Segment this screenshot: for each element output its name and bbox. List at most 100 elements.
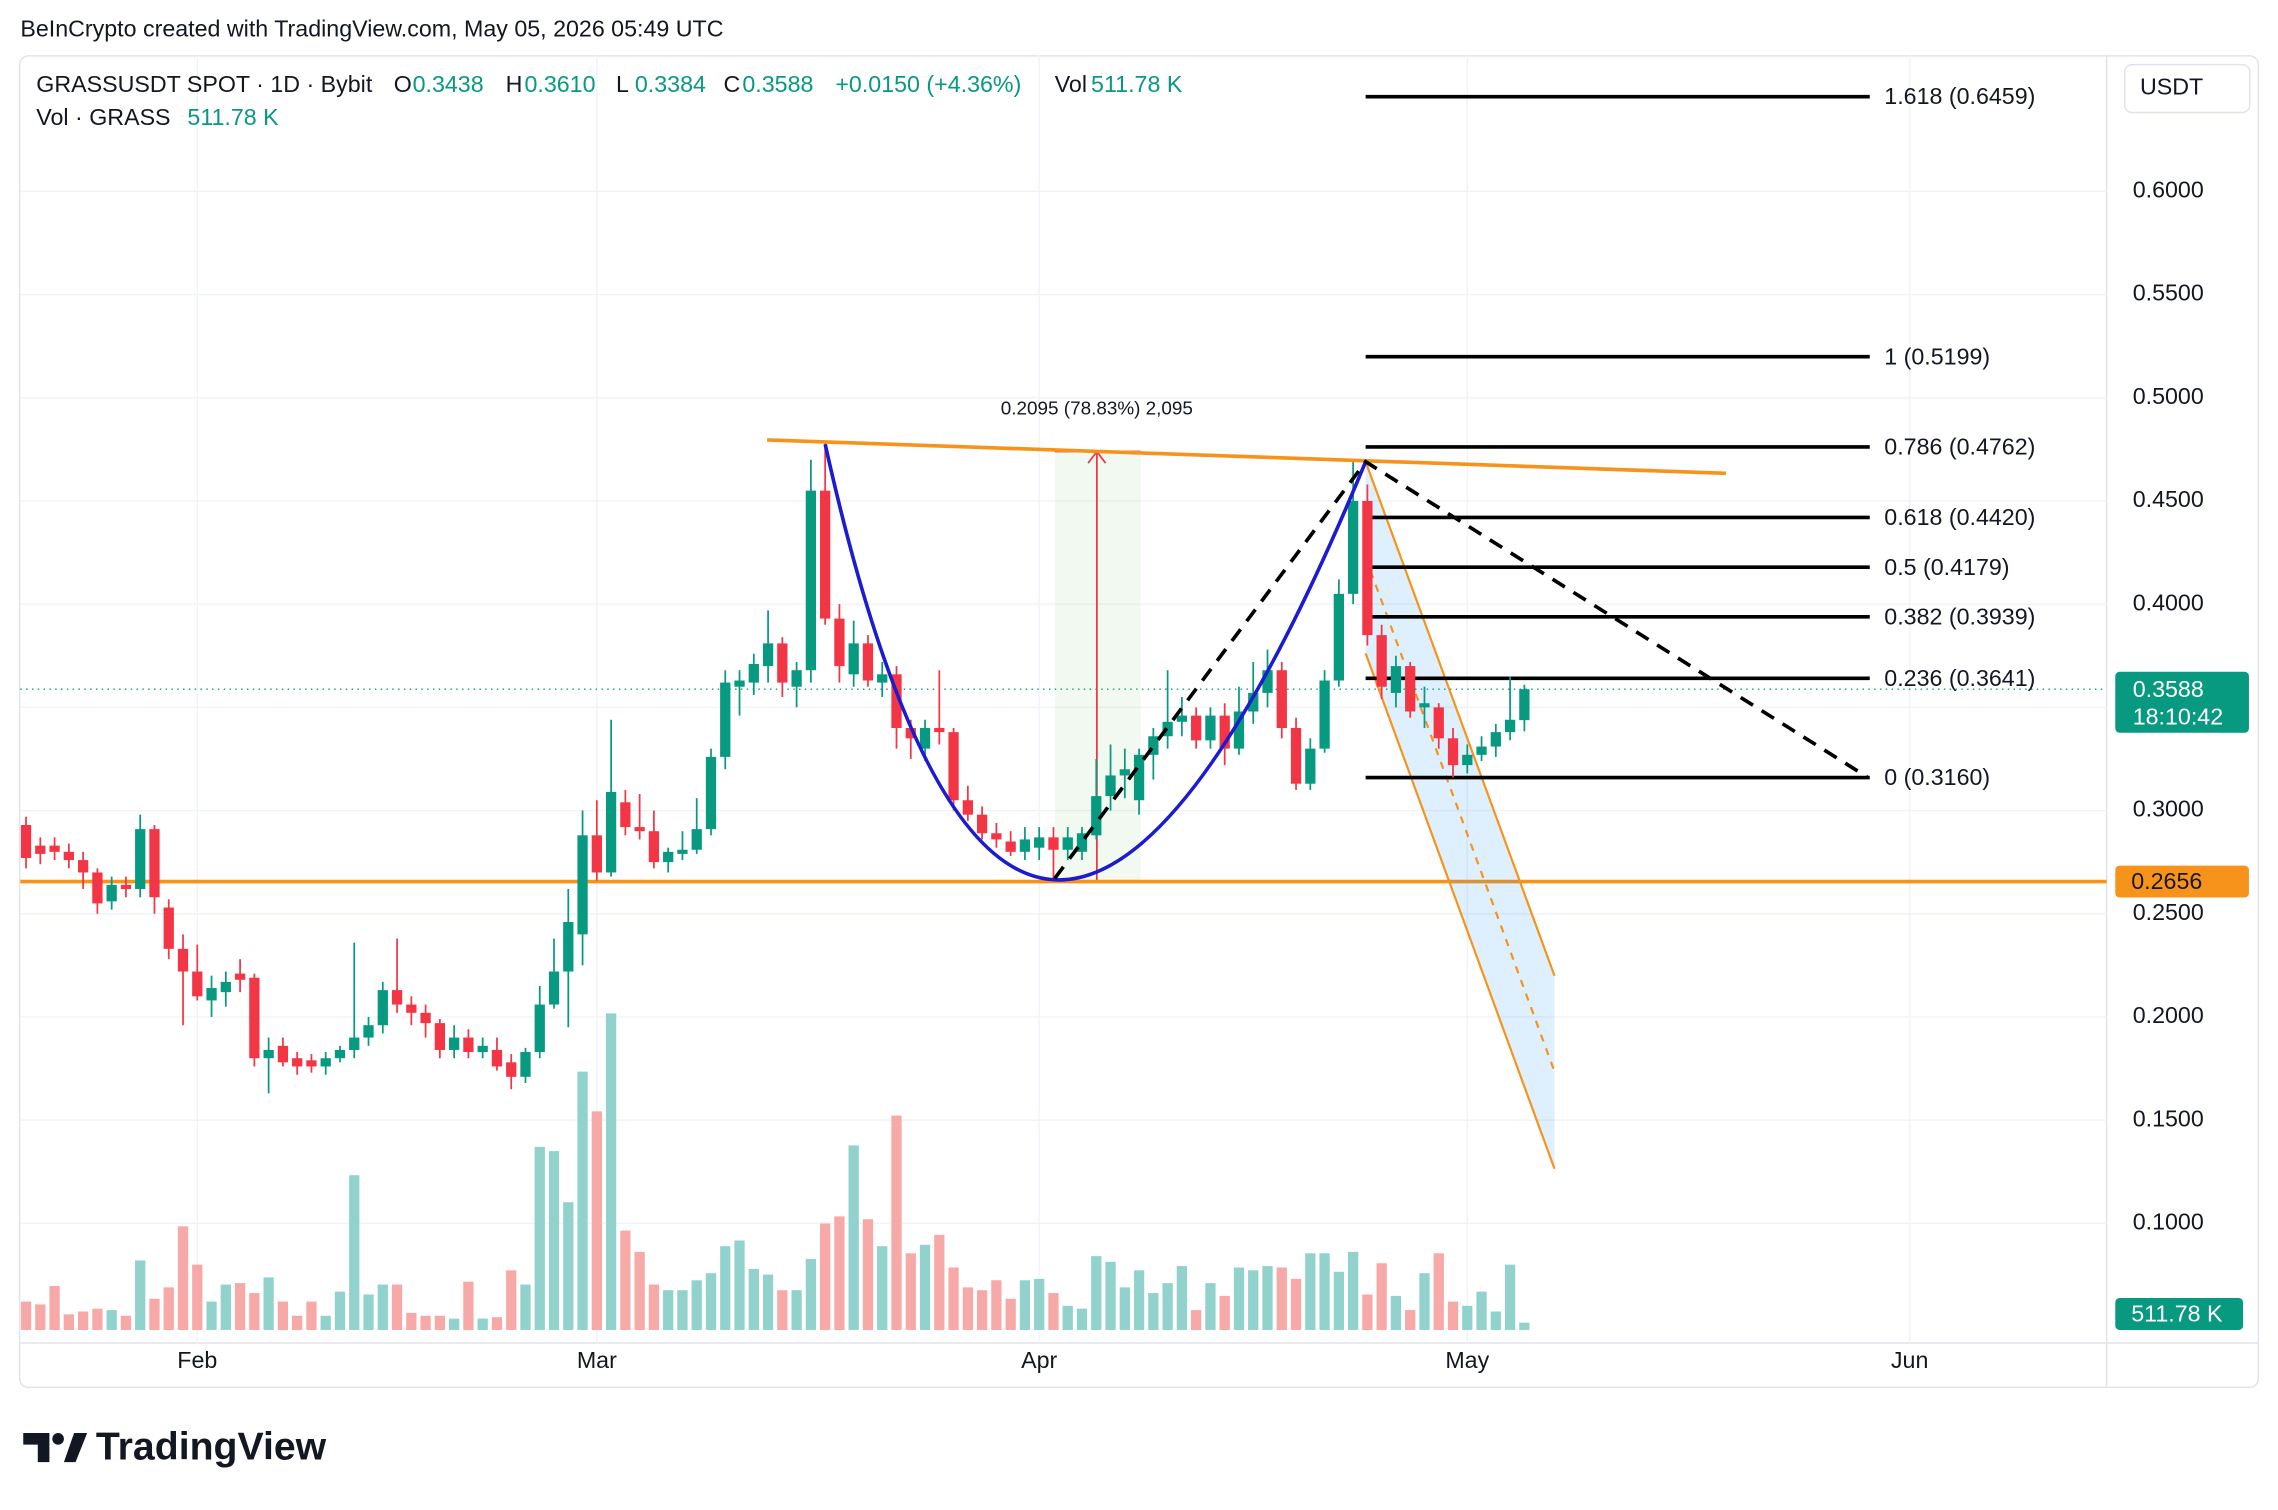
candle-body	[1462, 754, 1473, 766]
volume-bar	[663, 1290, 674, 1330]
volume-bar	[1176, 1266, 1188, 1330]
candle-body	[534, 1004, 545, 1053]
candle-body	[220, 981, 231, 993]
candle-body	[777, 643, 788, 683]
volume-bar	[306, 1301, 317, 1330]
x-tick-label: Jun	[1891, 1347, 1928, 1373]
volume-bar	[249, 1293, 260, 1330]
candle-body	[263, 1049, 274, 1059]
candle-body	[1119, 769, 1130, 776]
y-tick-label: 0.1000	[2133, 1208, 2204, 1234]
volume-bar	[777, 1290, 788, 1330]
volume-bar	[634, 1251, 645, 1330]
symbol: GRASSUSDT SPOT · 1D · Bybit	[36, 71, 373, 97]
volume-bar	[1191, 1310, 1202, 1330]
volume-bar	[1034, 1278, 1045, 1330]
panel-frame	[18, 55, 2260, 1389]
candle-body	[249, 977, 260, 1059]
volume-bar	[206, 1301, 217, 1330]
x-tick-label: Apr	[1021, 1347, 1057, 1373]
volume-bar	[406, 1312, 417, 1330]
candle-body	[35, 845, 46, 854]
logo-mark	[23, 1433, 50, 1463]
volume-bar	[491, 1317, 503, 1330]
candle-body	[1262, 670, 1273, 693]
volume-bar	[220, 1284, 231, 1330]
volume-bar	[791, 1290, 802, 1330]
currency-button[interactable]	[2124, 63, 2251, 114]
volume-bar	[748, 1268, 759, 1330]
volume-bar	[520, 1284, 531, 1330]
candle-body	[292, 1058, 303, 1067]
ohlc-label: O	[394, 71, 412, 97]
candle-body	[1490, 732, 1501, 747]
vol-value: 511.78 K	[1091, 71, 1183, 97]
volume-bar	[135, 1260, 146, 1330]
volume-bar	[1276, 1267, 1287, 1330]
channel-fill	[1365, 461, 1555, 1169]
axes: 0.10000.15000.20000.25000.30000.35000.40…	[177, 177, 2249, 1373]
currency[interactable]: USDT	[2140, 74, 2203, 100]
candle-body	[177, 948, 189, 972]
candle-body	[106, 884, 117, 902]
candle-body	[848, 643, 859, 675]
volume-bar	[1333, 1271, 1344, 1330]
volume-bar	[1305, 1253, 1316, 1330]
candle-body	[577, 835, 588, 935]
candle-body	[1005, 841, 1016, 852]
volume-bar	[163, 1287, 174, 1330]
volume-bar	[563, 1202, 574, 1330]
candle-body	[891, 674, 902, 728]
volume-bar	[591, 1111, 602, 1330]
ohlc-label: C	[723, 71, 740, 97]
volume-bar	[1490, 1311, 1501, 1330]
volume-bar	[1148, 1293, 1159, 1330]
fib-label: 0.5 (0.4179)	[1884, 554, 2009, 580]
volume-bar	[548, 1151, 560, 1330]
vol-pane-value: 511.78 K	[187, 104, 279, 130]
volume-bar	[962, 1287, 973, 1330]
candle-body	[934, 727, 945, 733]
volume-bar	[934, 1234, 945, 1330]
volume-pane	[20, 1013, 1530, 1330]
volume-bar	[620, 1230, 631, 1330]
resistance-line	[767, 438, 1726, 476]
volume-bar	[848, 1145, 859, 1330]
candle-body	[1034, 837, 1045, 848]
volume-bar	[720, 1246, 731, 1330]
candle-body	[1191, 715, 1202, 741]
candle-body	[206, 988, 217, 1001]
volume-bar	[705, 1273, 717, 1330]
volume-bar	[434, 1315, 446, 1330]
x-tick-label: May	[1445, 1347, 1489, 1373]
candle-body	[962, 800, 973, 815]
candle-body	[1176, 715, 1188, 722]
volume-bar	[263, 1277, 274, 1330]
volume-bar	[277, 1301, 289, 1330]
candle-body	[192, 971, 203, 997]
candle-body	[991, 833, 1002, 840]
volume-bar	[1405, 1310, 1416, 1330]
ohlc-value: 0.3610	[524, 71, 595, 97]
candle-body	[306, 1060, 317, 1067]
candle-body	[477, 1045, 488, 1053]
measure-label: 0.2095 (78.83%) 2,095	[1001, 398, 1193, 419]
candle-body	[1290, 727, 1302, 784]
volume-bar	[605, 1013, 617, 1330]
candles	[20, 443, 1530, 1094]
candle-body	[1062, 837, 1073, 850]
volume-bar	[948, 1267, 959, 1330]
volume-bar	[1347, 1251, 1359, 1330]
candle-body	[449, 1037, 460, 1050]
candle-body	[805, 490, 817, 671]
candle-body	[463, 1037, 474, 1053]
volume-bar	[820, 1223, 831, 1330]
candle-body	[762, 643, 774, 667]
volume-bar	[1219, 1295, 1230, 1330]
candle-body	[363, 1025, 374, 1038]
fib-levels: 1.618 (0.6459) 1 (0.5199) 0.786 (0.4762) 0.…	[1365, 83, 2035, 790]
logo: TradingView	[23, 1425, 327, 1468]
volume-bar	[149, 1298, 160, 1330]
volume-bar	[1205, 1283, 1216, 1330]
